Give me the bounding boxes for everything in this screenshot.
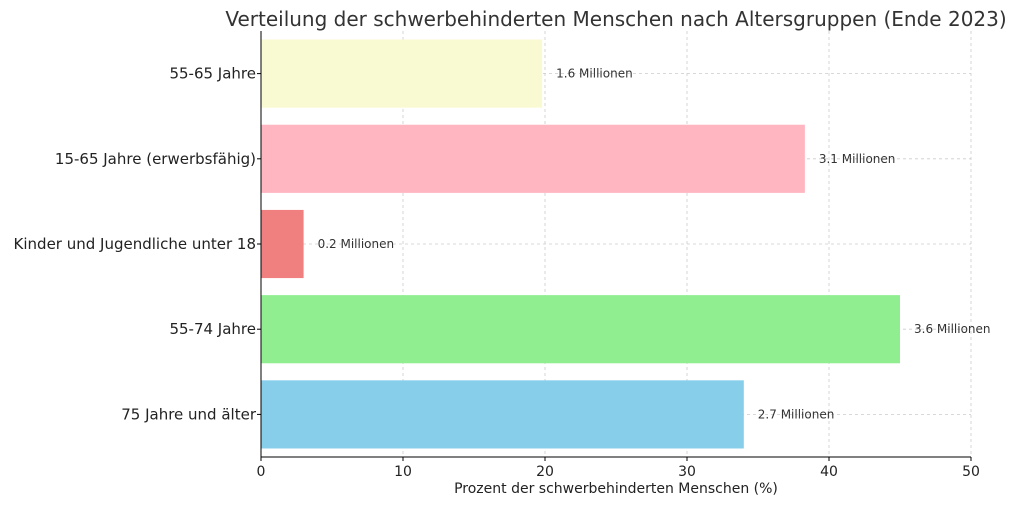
axes [257, 31, 972, 461]
category-label: 55-65 Jahre [169, 65, 256, 83]
data-label: 1.6 Millionen [556, 67, 633, 81]
x-axis-label: Prozent der schwerbehinderten Menschen (… [454, 481, 778, 497]
category-label: 15-65 Jahre (erwerbsfähig) [55, 150, 256, 168]
bar [261, 124, 805, 193]
x-tick-label: 20 [536, 464, 554, 480]
category-label: Kinder und Jugendliche unter 18 [14, 235, 256, 253]
data-label: 3.1 Millionen [819, 152, 896, 166]
x-tick-label: 10 [394, 464, 412, 480]
bar [261, 209, 304, 279]
bar [261, 39, 543, 108]
data-label: 2.7 Millionen [758, 407, 835, 421]
bar [261, 295, 900, 364]
x-tick-label: 0 [257, 464, 266, 480]
x-tick-label: 30 [678, 464, 696, 480]
x-tick-label: 40 [820, 464, 838, 480]
bars [261, 39, 900, 449]
bar [261, 380, 744, 449]
data-label: 0.2 Millionen [318, 237, 395, 251]
x-tick-label: 50 [962, 464, 980, 480]
category-label: 55-74 Jahre [169, 320, 256, 338]
chart-title: Verteilung der schwerbehinderten Mensche… [225, 7, 1006, 31]
data-label: 3.6 Millionen [914, 322, 991, 336]
category-label: 75 Jahre und älter [121, 405, 257, 423]
labels: 0 10 20 30 40 50 55-65 Jahre 1.6 Millionen 15-65… [14, 65, 991, 480]
